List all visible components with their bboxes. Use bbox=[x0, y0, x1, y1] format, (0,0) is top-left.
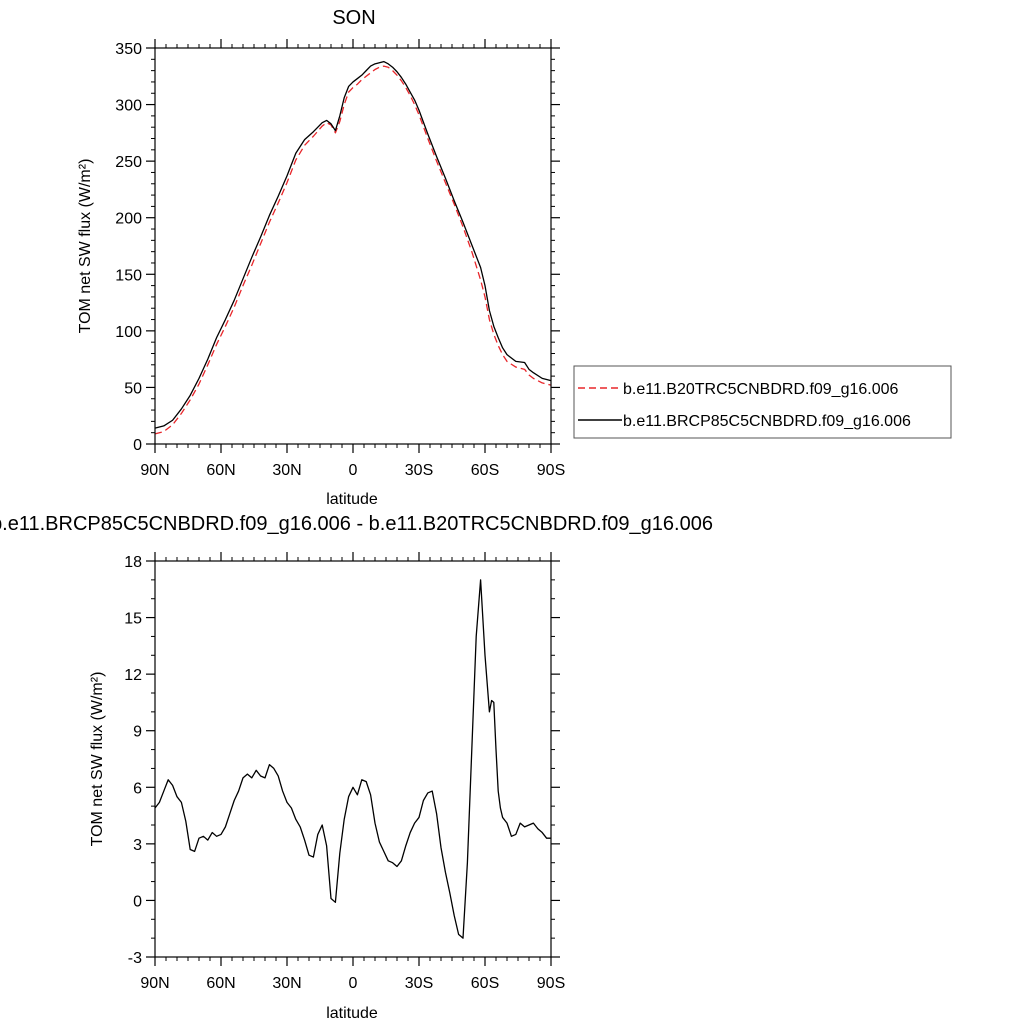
x-tick-label: 30N bbox=[272, 462, 301, 479]
bottom-minor-ticks bbox=[151, 557, 555, 961]
y-tick-label: 6 bbox=[133, 780, 142, 797]
top-plot-frame bbox=[154, 47, 552, 445]
x-tick-label: 60N bbox=[206, 975, 235, 992]
top-x-axis-label: latitude bbox=[326, 491, 378, 508]
bottom-x-axis-label: latitude bbox=[326, 1005, 378, 1022]
y-tick-label: 250 bbox=[115, 154, 142, 171]
x-tick-label: 60N bbox=[206, 462, 235, 479]
legend-entry-brcp85: b.e11.BRCP85C5CNBDRD.f09_g16.006 bbox=[623, 413, 911, 430]
x-tick-label: 90N bbox=[140, 975, 169, 992]
top-y-axis-label: TOM net SW flux (W/m²) bbox=[77, 159, 94, 334]
bottom-y-axis-label: TOM net SW flux (W/m²) bbox=[89, 672, 106, 847]
x-tick-label: 0 bbox=[349, 462, 358, 479]
panel-top: SON 90N 60N 30N 0 30S 60S 90S 0 50 100 150 200 250 3… bbox=[77, 7, 952, 508]
series-line-1 bbox=[154, 579, 551, 939]
y-tick-label: 200 bbox=[115, 211, 142, 228]
y-tick-label: 350 bbox=[115, 41, 142, 58]
y-tick-label: 0 bbox=[133, 437, 142, 454]
y-tick-label: 15 bbox=[124, 611, 142, 628]
y-tick-label: 0 bbox=[133, 893, 142, 910]
x-tick-label: 30S bbox=[405, 975, 433, 992]
panel-bottom: b.e11.BRCP85C5CNBDRD.f09_g16.006 - b.e11… bbox=[0, 513, 713, 1022]
top-series-lines bbox=[154, 60, 552, 435]
legend-box bbox=[573, 365, 952, 439]
series-line-1 bbox=[154, 65, 552, 435]
y-tick-label: 18 bbox=[124, 554, 142, 571]
y-tick-label: 300 bbox=[115, 98, 142, 115]
legend-entry-b20trc: b.e11.B20TRC5CNBDRD.f09_g16.006 bbox=[623, 381, 899, 398]
top-chart-title: SON bbox=[332, 7, 375, 29]
y-tick-label: 100 bbox=[115, 324, 142, 341]
top-minor-ticks bbox=[151, 44, 555, 448]
bottom-chart-title: b.e11.BRCP85C5CNBDRD.f09_g16.006 - b.e11… bbox=[0, 513, 713, 535]
bottom-x-ticks: 90N 60N 30N 0 30S 60S 90S bbox=[140, 552, 565, 992]
top-x-ticks: 90N 60N 30N 0 30S 60S 90S bbox=[140, 39, 565, 479]
y-tick-label: 150 bbox=[115, 267, 142, 284]
top-y-ticks: 0 50 100 150 200 250 300 350 bbox=[115, 41, 560, 454]
y-tick-label: 3 bbox=[133, 837, 142, 854]
y-tick-label: 50 bbox=[124, 380, 142, 397]
bottom-series-lines bbox=[154, 579, 551, 939]
y-tick-label: 9 bbox=[133, 724, 142, 741]
x-tick-label: 30S bbox=[405, 462, 433, 479]
legend: b.e11.B20TRC5CNBDRD.f09_g16.006 b.e11.BR… bbox=[573, 365, 952, 439]
bottom-plot-frame bbox=[154, 560, 552, 958]
x-tick-label: 0 bbox=[349, 975, 358, 992]
series-line-2 bbox=[154, 60, 552, 429]
x-tick-label: 60S bbox=[471, 462, 499, 479]
x-tick-label: 30N bbox=[272, 975, 301, 992]
x-tick-label: 90S bbox=[537, 462, 565, 479]
y-tick-label: 12 bbox=[124, 667, 142, 684]
x-tick-label: 90S bbox=[537, 975, 565, 992]
x-tick-label: 60S bbox=[471, 975, 499, 992]
bottom-y-ticks: -3 0 3 6 9 12 15 18 bbox=[124, 554, 560, 967]
y-tick-label: -3 bbox=[128, 950, 142, 967]
x-tick-label: 90N bbox=[140, 462, 169, 479]
